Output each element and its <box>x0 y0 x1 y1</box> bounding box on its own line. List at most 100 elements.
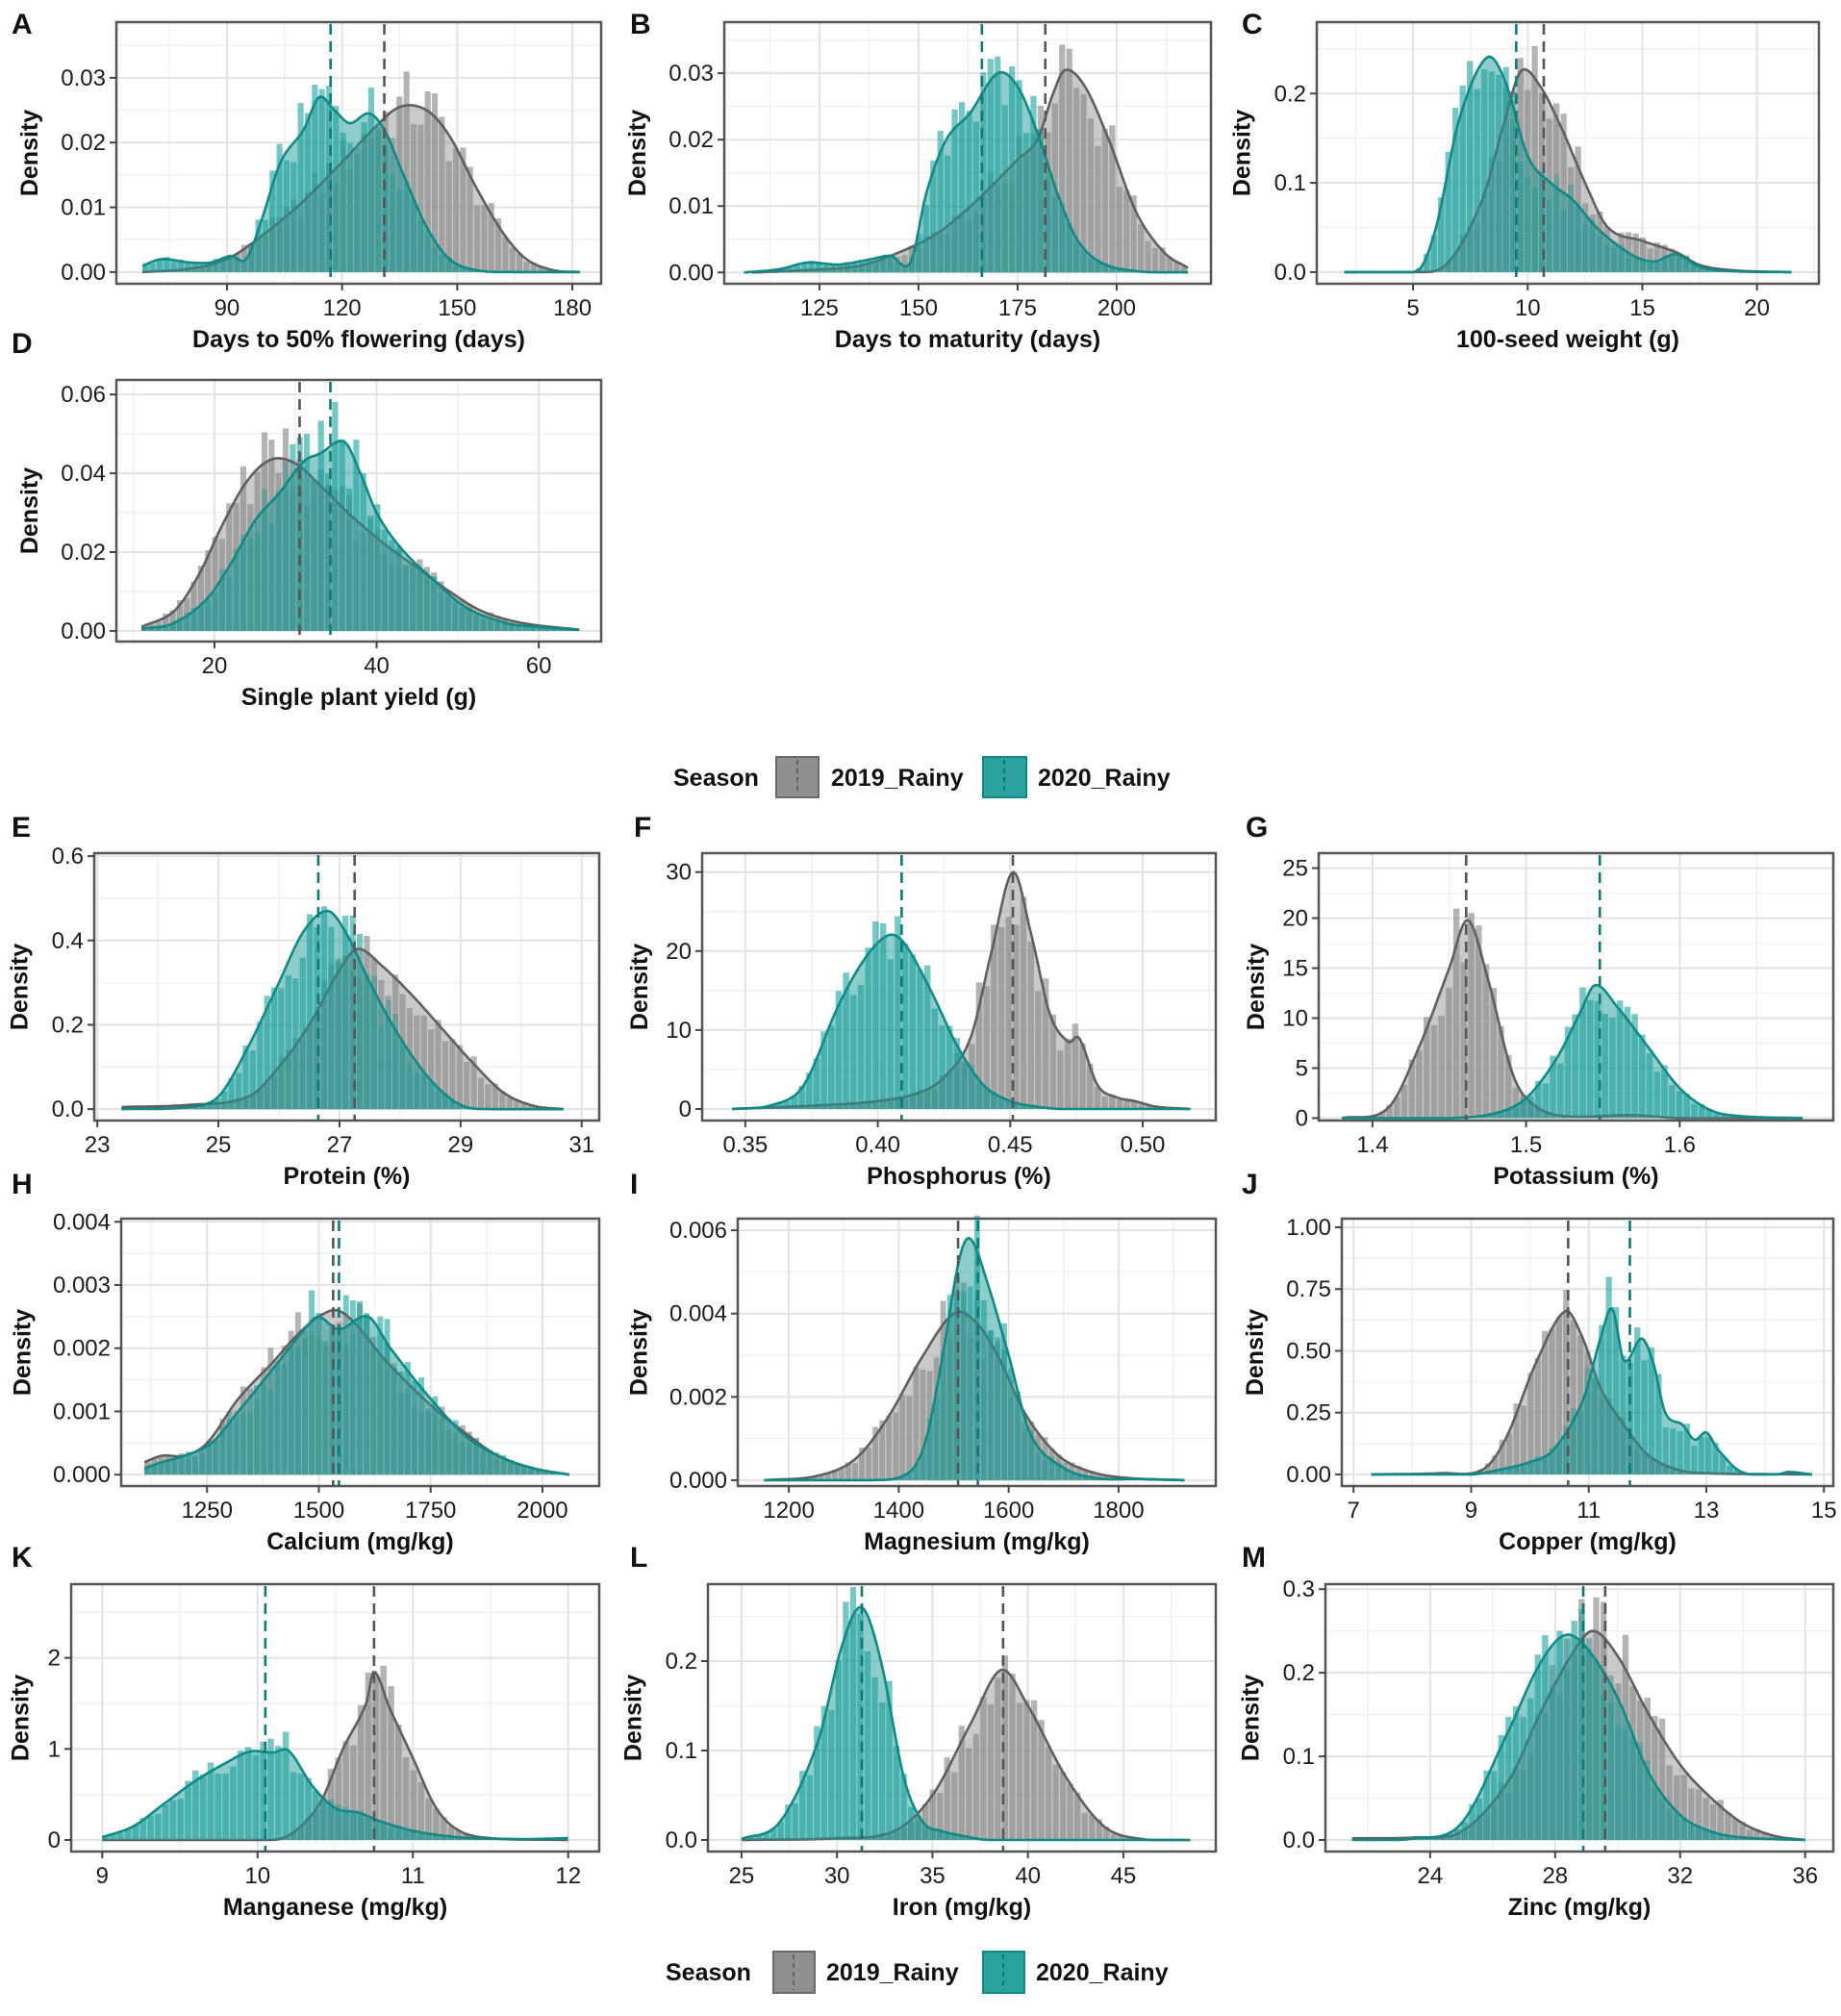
x-tick-label: 2000 <box>517 1498 567 1524</box>
histogram-bar <box>435 1020 441 1110</box>
y-tick-label: 0.02 <box>668 127 714 153</box>
histogram-bar <box>538 266 544 272</box>
histogram-bar <box>1072 1023 1079 1110</box>
histogram-bar <box>1746 1829 1753 1841</box>
histogram-bar <box>1067 1783 1073 1841</box>
histogram-bar <box>997 926 1005 1110</box>
y-tick-label: 0.01 <box>668 193 714 219</box>
panel-C: 5 10 15 20 0.0 0.1 0.2 Density 100-seed weight (… <box>1229 9 1821 353</box>
x-tick-label: 1.4 <box>1356 1132 1388 1158</box>
panel-F: 0.35 0.40 0.45 0.50 0 10 20 30 Density Phosphorus… <box>626 812 1218 1190</box>
histogram-bar <box>445 161 452 272</box>
histogram-bar <box>1079 1043 1086 1110</box>
histogram-bar <box>350 1745 357 1840</box>
y-axis-title: Density <box>1243 944 1270 1030</box>
histogram-bar <box>433 1808 440 1840</box>
plot-border <box>700 851 1218 1122</box>
x-tick-label: 125 <box>800 295 839 321</box>
histogram-bar <box>470 1056 477 1110</box>
y-tick-label: 0.002 <box>53 1336 111 1362</box>
y-tick-label: 0.004 <box>53 1209 111 1235</box>
legend-top: Season 2019_Rainy 2020_Rainy <box>673 756 1171 798</box>
histogram-bar <box>906 1396 913 1480</box>
histogram-bar <box>342 1741 349 1840</box>
histogram-bar <box>1045 1746 1052 1841</box>
histogram-bar <box>966 1748 972 1841</box>
histogram-bar <box>240 244 247 272</box>
histogram-bar <box>440 1817 447 1840</box>
histogram-bar <box>365 1672 372 1840</box>
histogram-bar <box>1086 1063 1094 1110</box>
histogram-bar <box>1109 1095 1116 1110</box>
panel-M: 24 28 32 36 0.0 0.1 0.2 0.3 Density Zinc (mg/kg) M <box>1238 1542 1835 1921</box>
y-axis-title: Density <box>1242 1309 1269 1396</box>
x-tick-label: 9 <box>1465 1498 1477 1524</box>
x-tick-label: 29 <box>447 1132 473 1158</box>
density-line-2020_Rainy <box>121 909 564 1111</box>
y-tick-label: 30 <box>666 860 692 886</box>
x-axis-title: Iron (mg/kg) <box>893 1894 1031 1921</box>
density-line-2020_Rainy <box>143 1315 570 1476</box>
histogram-bar <box>1438 1016 1445 1119</box>
histogram-bar <box>1116 1099 1123 1110</box>
histogram-bar <box>983 986 990 1110</box>
histogram-bar <box>452 148 460 272</box>
plot-border <box>119 1217 601 1488</box>
y-tick-label: 0.01 <box>61 195 106 221</box>
histogram-bar <box>1059 44 1066 273</box>
x-axis-title: Days to maturity (days) <box>835 326 1100 353</box>
histogram-bar <box>527 1104 535 1110</box>
histogram-bar <box>335 1757 342 1840</box>
histogram-bar <box>1702 1798 1709 1841</box>
x-tick-label: 1250 <box>182 1498 233 1524</box>
legend-label-2019: 2019_Rainy <box>831 765 964 792</box>
density-line-2020_Rainy <box>101 1748 568 1841</box>
y-tick-label: 0.6 <box>52 844 84 869</box>
x-tick-label: 20 <box>202 653 228 679</box>
density-area-2020_Rainy <box>1351 1634 1805 1841</box>
panel-I: 1200 1400 1600 1800 0.000 0.002 0.004 0.006 Dens… <box>626 1169 1218 1555</box>
histogram-bar <box>424 90 431 272</box>
plot-border <box>1317 851 1835 1122</box>
density-area-2019_Rainy <box>1342 920 1803 1119</box>
histogram-bar <box>481 205 488 272</box>
histogram-bar <box>937 1793 944 1841</box>
histogram-bar <box>1052 1764 1059 1841</box>
histogram-bar <box>176 599 183 631</box>
histogram-bar <box>1506 1432 1513 1474</box>
histogram-bar <box>1482 964 1490 1119</box>
y-tick-label: 0.00 <box>668 260 714 286</box>
y-tick-label: 0.2 <box>666 1649 697 1675</box>
y-tick-label: 0.006 <box>669 1218 727 1244</box>
x-tick-label: 7 <box>1348 1498 1360 1524</box>
plot-border <box>114 378 603 643</box>
histogram-bar <box>388 1686 394 1840</box>
legend-title: Season <box>666 1959 751 1986</box>
histogram-2019_Rainy <box>741 1655 1190 1841</box>
x-tick-label: 28 <box>1542 1863 1568 1889</box>
histogram-bar <box>395 1724 402 1840</box>
histogram-bar <box>473 205 481 272</box>
histogram-bar <box>901 254 908 273</box>
histogram-bar <box>506 1096 513 1110</box>
histogram-bar <box>417 1781 425 1840</box>
density-area-2020_Rainy <box>1371 1308 1812 1474</box>
plot-border <box>722 20 1213 286</box>
histogram-bar <box>1016 1702 1023 1841</box>
density-line-2020_Rainy <box>1351 1633 1805 1842</box>
histogram-bar <box>197 566 204 631</box>
x-axis-title: Phosphorus (%) <box>867 1163 1051 1190</box>
x-tick-label: 0.45 <box>988 1132 1033 1158</box>
y-tick-label: 0.003 <box>53 1273 111 1298</box>
histogram-bar <box>1138 1104 1146 1110</box>
x-axis-title: 100-seed weight (g) <box>1456 326 1679 353</box>
histogram-bar <box>1513 1403 1520 1474</box>
histogram-bar <box>1563 1290 1570 1474</box>
x-tick-label: 1200 <box>763 1498 814 1524</box>
x-tick-label: 12 <box>555 1863 581 1889</box>
y-tick-label: 0.4 <box>52 928 84 954</box>
histogram-bar <box>811 1476 818 1480</box>
histogram-bar <box>1042 978 1049 1110</box>
panel-D: 20 40 60 0.00 0.02 0.04 0.06 Density Single plan… <box>12 328 603 711</box>
histogram-bar <box>866 1448 871 1480</box>
